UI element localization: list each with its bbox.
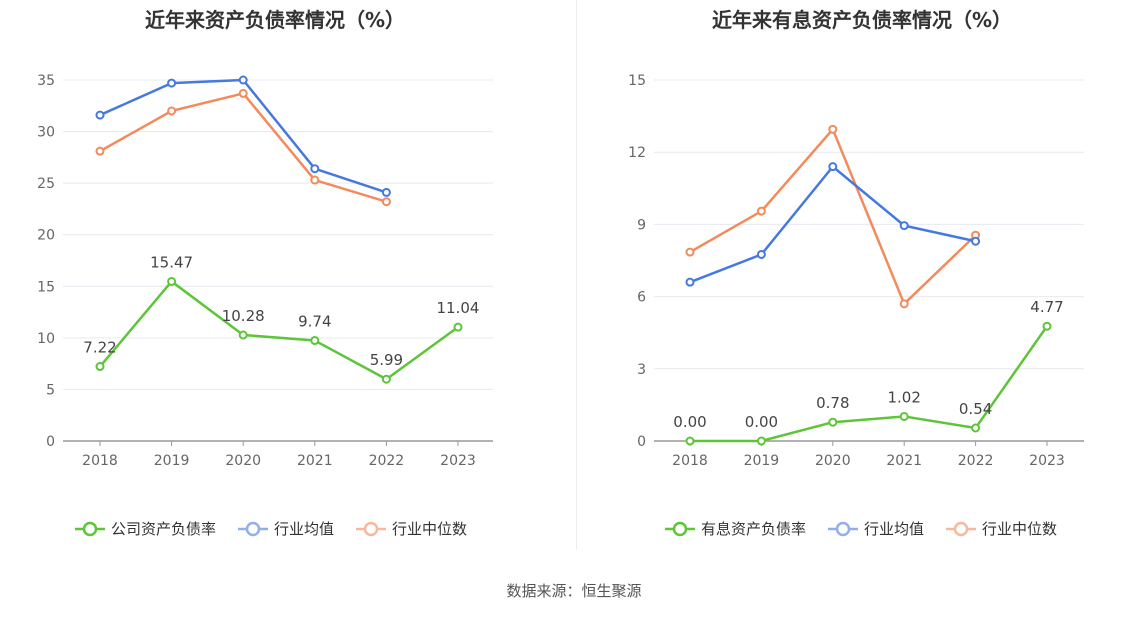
x-tick-label: 2018 [672,453,708,469]
data-label: 5.99 [370,351,403,369]
data-point [756,436,766,446]
data-point [381,197,391,207]
data-point [310,336,320,346]
data-label: 0.78 [816,394,849,412]
y-tick-label: 15 [628,73,646,89]
data-point [453,322,463,332]
data-point [238,330,248,340]
data-point [167,106,177,116]
x-tick-label: 2018 [82,453,118,469]
legend-swatch-marker [245,521,261,537]
y-tick-label: 0 [637,434,646,450]
data-point [685,277,695,287]
legend-label: 行业均值 [274,520,334,538]
legend-swatch-marker [82,521,98,537]
data-point [899,221,909,231]
y-tick-label: 6 [637,290,646,306]
data-point [828,417,838,427]
data-point [167,78,177,88]
legend-item[interactable]: 有息资产负债率 [665,520,806,538]
legend-swatch-marker [672,521,688,537]
x-tick-label: 2020 [815,453,851,469]
data-point [310,175,320,185]
data-point [238,75,248,85]
legend-label: 有息资产负债率 [701,520,806,538]
data-point [381,187,391,197]
x-tick-label: 2019 [154,453,190,469]
y-tick-label: 3 [637,362,646,378]
y-tick-label: 10 [37,331,55,347]
series-line [690,325,1049,443]
data-point [95,110,105,120]
data-label: 9.74 [298,313,331,331]
legend-label: 行业中位数 [982,520,1057,538]
legend-item[interactable]: 行业均值 [828,520,924,538]
chart-title: 近年来资产负债率情况（%） [145,8,405,32]
series-line [99,92,387,203]
data-label: 1.02 [887,388,920,406]
y-tick-label: 30 [37,125,55,141]
legend-item[interactable]: 行业均值 [238,520,334,538]
data-label: 0.00 [745,413,778,431]
data-point [899,299,909,309]
data-point [685,436,695,446]
x-tick-label: 2020 [225,453,261,469]
legend-item[interactable]: 公司资产负债率 [75,520,216,538]
data-label: 4.77 [1030,298,1063,316]
data-label: 15.47 [150,253,193,271]
legend-swatch-marker [953,521,969,537]
y-tick-label: 5 [46,382,55,398]
x-tick-label: 2021 [297,453,333,469]
source-note: 数据来源：恒生聚源 [506,582,642,600]
y-tick-label: 12 [628,145,646,161]
y-tick-label: 25 [37,176,55,192]
y-tick-label: 15 [37,279,55,295]
data-point [310,164,320,174]
legend-swatch-marker [835,521,851,537]
interest-bearing-debt-ratio-chart: 近年来有息资产负债率情况（%） 0 3 6 9 12 15 2018 2019 2020 2021 2… [628,8,1084,538]
data-point [828,124,838,134]
data-point [95,146,105,156]
legend-label: 公司资产负债率 [111,520,216,538]
data-point [899,411,909,421]
x-tick-label: 2022 [958,453,994,469]
data-point [238,88,248,98]
data-label: 10.28 [222,307,265,325]
data-point [828,162,838,172]
legend-swatch-marker [363,521,379,537]
data-label: 0.00 [673,413,706,431]
panel-divider [576,0,577,550]
data-label: 7.22 [83,339,116,357]
data-point [756,249,766,259]
legend-item[interactable]: 行业中位数 [356,520,467,538]
data-label: 0.54 [959,400,992,418]
data-point [95,362,105,372]
series-line [689,128,977,306]
x-tick-label: 2023 [440,453,476,469]
chart-title: 近年来有息资产负债率情况（%） [712,8,1012,32]
y-tick-label: 9 [637,217,646,233]
data-point [381,374,391,384]
data-label: 11.04 [437,299,480,317]
data-point [167,276,177,286]
data-point [971,236,981,246]
y-tick-label: 20 [37,228,55,244]
legend-label: 行业均值 [864,520,924,538]
x-tick-label: 2023 [1029,453,1065,469]
legend-label: 行业中位数 [392,520,467,538]
data-point [756,206,766,216]
legend-item[interactable]: 行业中位数 [946,520,1057,538]
series-line [99,280,459,381]
debt-ratio-chart: 近年来资产负债率情况（%） 0 5 10 15 20 25 30 35 2018 2019 2020 2… [37,8,493,538]
data-point [971,423,981,433]
y-tick-label: 0 [46,434,55,450]
data-point [685,247,695,257]
data-point [1042,321,1052,331]
x-tick-label: 2021 [886,453,922,469]
y-tick-label: 35 [37,73,55,89]
x-tick-label: 2022 [369,453,405,469]
x-tick-label: 2019 [744,453,780,469]
